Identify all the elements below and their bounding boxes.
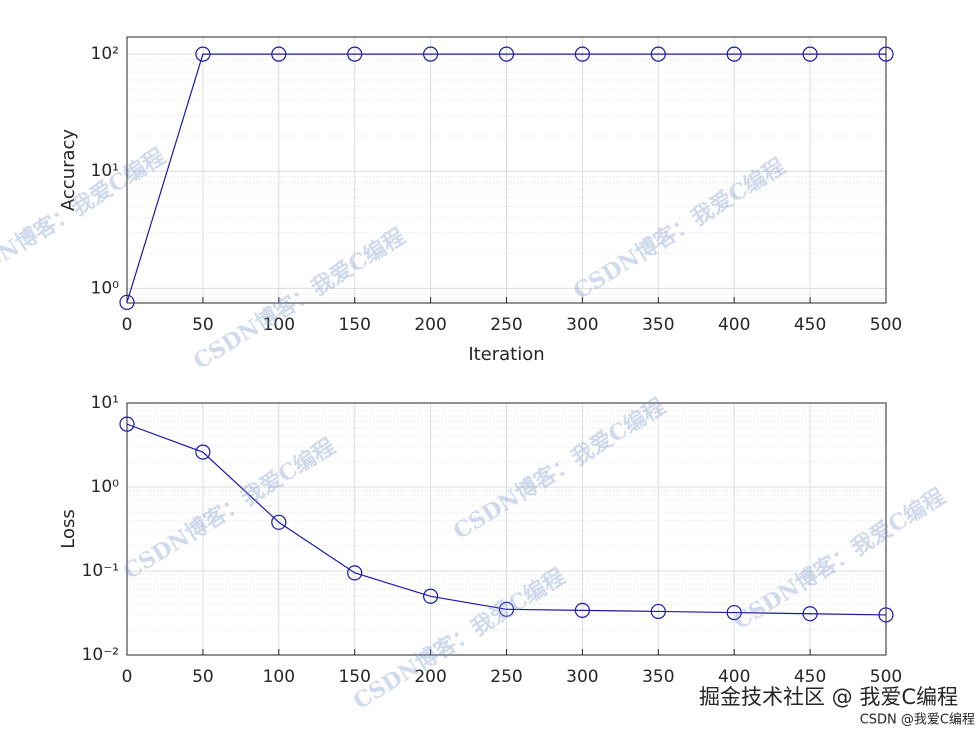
data-point	[574, 46, 591, 62]
data-point	[119, 294, 135, 310]
data-point	[878, 607, 894, 623]
y-tick-label: 10⁻²	[82, 645, 119, 665]
x-tick-label: 500	[870, 667, 902, 687]
x-tick-label: 100	[263, 315, 295, 335]
data-point	[726, 46, 742, 62]
x-tick-label: 50	[192, 667, 214, 687]
x-tick-label: 450	[794, 315, 826, 335]
y-tick-label: 10⁰	[91, 477, 120, 497]
data-point	[271, 46, 287, 62]
footer: 掘金技术社区 @ 我爱C编程	[699, 685, 958, 709]
axes-box	[126, 36, 887, 304]
data-point	[650, 603, 666, 620]
data-point	[423, 588, 439, 604]
x-tick-label: 0	[122, 667, 133, 687]
x-tick-label: 350	[642, 315, 674, 335]
y-tick-label: 10⁰	[91, 278, 120, 298]
x-tick-label: 350	[642, 667, 674, 687]
data-point	[423, 46, 439, 62]
x-tick-label: 0	[122, 315, 133, 335]
data-point	[650, 46, 666, 62]
x-tick-label: 150	[338, 667, 370, 687]
data-point	[271, 514, 287, 530]
y-tick-label: 10¹	[91, 393, 119, 413]
data-point	[498, 601, 515, 617]
x-tick-label: 200	[414, 667, 446, 687]
x-axis-label: Iteration	[468, 344, 544, 365]
y-axis-label: Loss	[58, 509, 79, 548]
data-point	[498, 46, 515, 62]
x-tick-label: 300	[566, 315, 598, 335]
footer-small: CSDN @我爱C编程	[860, 713, 975, 728]
y-tick-label: 10⁻¹	[82, 561, 119, 581]
x-tick-label: 150	[338, 315, 370, 335]
data-point	[195, 46, 211, 62]
x-tick-label: 400	[718, 315, 750, 335]
data-point	[195, 444, 211, 460]
axes-box	[126, 402, 887, 656]
data-line	[126, 53, 886, 303]
x-tick-label: 450	[794, 667, 826, 687]
data-line	[126, 423, 887, 616]
data-point	[878, 46, 894, 62]
x-tick-label: 100	[263, 667, 295, 687]
data-point	[726, 604, 742, 621]
data-point	[347, 565, 363, 581]
x-tick-label: 50	[192, 315, 214, 335]
data-point	[802, 46, 818, 62]
data-point	[119, 416, 135, 432]
y-tick-label: 10²	[91, 44, 119, 64]
x-tick-label: 400	[718, 667, 750, 687]
x-tick-label: 300	[566, 667, 598, 687]
x-tick-label: 250	[490, 667, 522, 687]
x-tick-label: 250	[490, 315, 522, 335]
y-axis-label: Accuracy	[58, 129, 79, 212]
x-tick-label: 500	[870, 315, 902, 335]
y-tick-label: 10¹	[91, 161, 119, 181]
data-point	[574, 602, 591, 618]
data-point	[347, 46, 363, 62]
data-point	[802, 606, 818, 622]
x-tick-label: 200	[414, 315, 446, 335]
